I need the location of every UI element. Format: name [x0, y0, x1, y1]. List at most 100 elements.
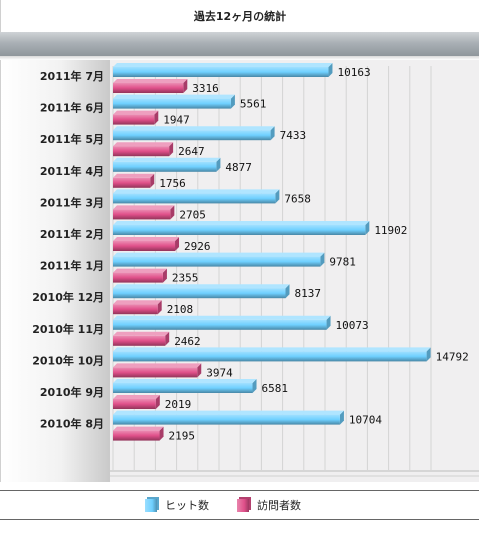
category-label: 2011年 2月	[40, 227, 104, 241]
bar-top-visitors	[113, 395, 160, 399]
category-label: 2010年 12月	[32, 290, 104, 304]
bar-hits	[113, 351, 427, 362]
data-label-visitors: 3974	[206, 366, 233, 379]
bar-visitors	[113, 304, 158, 315]
data-label-visitors: 3316	[192, 82, 219, 95]
legend-label-visitors: 訪問者数	[257, 499, 301, 512]
bar-top-hits	[113, 410, 344, 415]
bar-side-visitors	[183, 79, 188, 93]
bar-top-hits	[113, 126, 275, 131]
data-label-visitors: 2355	[172, 272, 199, 285]
bar-side-hits	[426, 347, 431, 362]
bar-side-hits	[216, 157, 221, 172]
bar-visitors	[113, 430, 160, 441]
bar-chart: 2011年 7月 10163 3316 2011年 6月 5561 1947 2011年 5…	[32, 63, 479, 477]
bar-side-hits	[285, 284, 290, 299]
bar-side-visitors	[162, 268, 167, 283]
bar-top-hits	[113, 63, 333, 67]
category-label: 2010年 11月	[32, 322, 104, 336]
bar-visitors	[113, 177, 151, 188]
data-label-hits: 5561	[240, 98, 266, 111]
bar-hits	[113, 67, 329, 77]
category-label: 2011年 7月	[40, 69, 104, 83]
legend: ヒット数 訪問者数	[0, 490, 479, 520]
bar-top-visitors	[113, 268, 167, 273]
bar-hits	[113, 288, 286, 299]
bar-hits	[113, 383, 253, 393]
bar-side-visitors	[169, 142, 174, 157]
bar-top-visitors	[113, 363, 202, 368]
data-label-hits: 6581	[262, 382, 289, 395]
bar-top-hits	[113, 157, 221, 162]
data-label-visitors: 2108	[167, 303, 194, 316]
data-label-hits: 7658	[284, 192, 311, 205]
bar-top-hits	[113, 379, 257, 383]
data-label-visitors: 2647	[178, 145, 205, 158]
data-label-hits: 9781	[329, 256, 356, 269]
bar-side-visitors	[165, 331, 170, 346]
data-label-hits: 10073	[336, 319, 369, 332]
legend-label-hits: ヒット数	[165, 499, 209, 512]
bar-visitors	[113, 335, 166, 346]
data-label-visitors: 2462	[174, 335, 201, 348]
bar-side-visitors	[197, 363, 202, 378]
bar-top-hits	[113, 347, 431, 352]
bar-side-visitors	[150, 173, 155, 188]
bar-top-visitors	[113, 426, 164, 431]
category-label: 2010年 10月	[32, 353, 104, 367]
header-band-shadow	[0, 56, 479, 60]
bar-top-visitors	[113, 79, 188, 83]
data-label-hits: 11902	[374, 224, 407, 237]
bar-top-hits	[113, 315, 331, 320]
data-label-visitors: 1947	[163, 114, 190, 127]
data-label-visitors: 2019	[165, 398, 192, 411]
category-label: 2011年 6月	[40, 101, 104, 115]
data-label-visitors: 1756	[159, 177, 186, 190]
bar-visitors	[113, 114, 155, 125]
data-label-hits: 8137	[295, 287, 322, 300]
data-label-visitors: 2926	[184, 240, 211, 253]
bar-hits	[113, 225, 366, 235]
category-label: 2011年 5月	[40, 132, 104, 146]
data-label-hits: 10163	[337, 66, 370, 79]
bar-hits	[113, 161, 217, 172]
data-label-hits: 10704	[349, 414, 382, 427]
bar-top-hits	[113, 221, 370, 225]
category-label-panel	[0, 60, 110, 482]
data-label-hits: 7433	[280, 129, 307, 142]
bar-side-hits	[270, 126, 275, 141]
category-label: 2011年 1月	[40, 259, 104, 273]
chart-title: 過去12ヶ月の統計	[0, 0, 479, 32]
bar-top-visitors	[113, 205, 175, 210]
bar-top-visitors	[113, 110, 159, 115]
bar-side-hits	[230, 94, 235, 109]
bar-visitors	[113, 146, 170, 157]
data-label-visitors: 2705	[179, 208, 206, 221]
header-band	[0, 32, 479, 56]
data-label-hits: 14792	[436, 350, 469, 363]
category-label: 2010年 8月	[40, 417, 104, 431]
bar-hits	[113, 414, 340, 425]
category-label: 2010年 9月	[40, 385, 104, 399]
bar-side-hits	[326, 315, 331, 330]
bar-visitors	[113, 209, 171, 220]
category-label: 2011年 3月	[40, 195, 104, 209]
bar-top-visitors	[113, 173, 155, 178]
bar-visitors	[113, 83, 184, 93]
bar-top-hits	[113, 284, 290, 289]
bar-visitors	[113, 272, 163, 283]
bar-visitors	[113, 399, 156, 409]
bar-top-visitors	[113, 300, 162, 305]
bar-top-hits	[113, 94, 235, 99]
bar-side-visitors	[159, 426, 164, 441]
bar-side-hits	[252, 379, 257, 393]
bar-top-visitors	[113, 331, 170, 336]
bar-side-visitors	[154, 110, 159, 125]
bar-hits	[113, 319, 327, 330]
bar-side-hits	[328, 63, 333, 77]
bar-side-hits	[339, 410, 344, 425]
bar-side-hits	[320, 252, 325, 267]
bar-hits	[113, 130, 271, 141]
bar-side-visitors	[157, 300, 162, 315]
bar-top-visitors	[113, 142, 174, 147]
